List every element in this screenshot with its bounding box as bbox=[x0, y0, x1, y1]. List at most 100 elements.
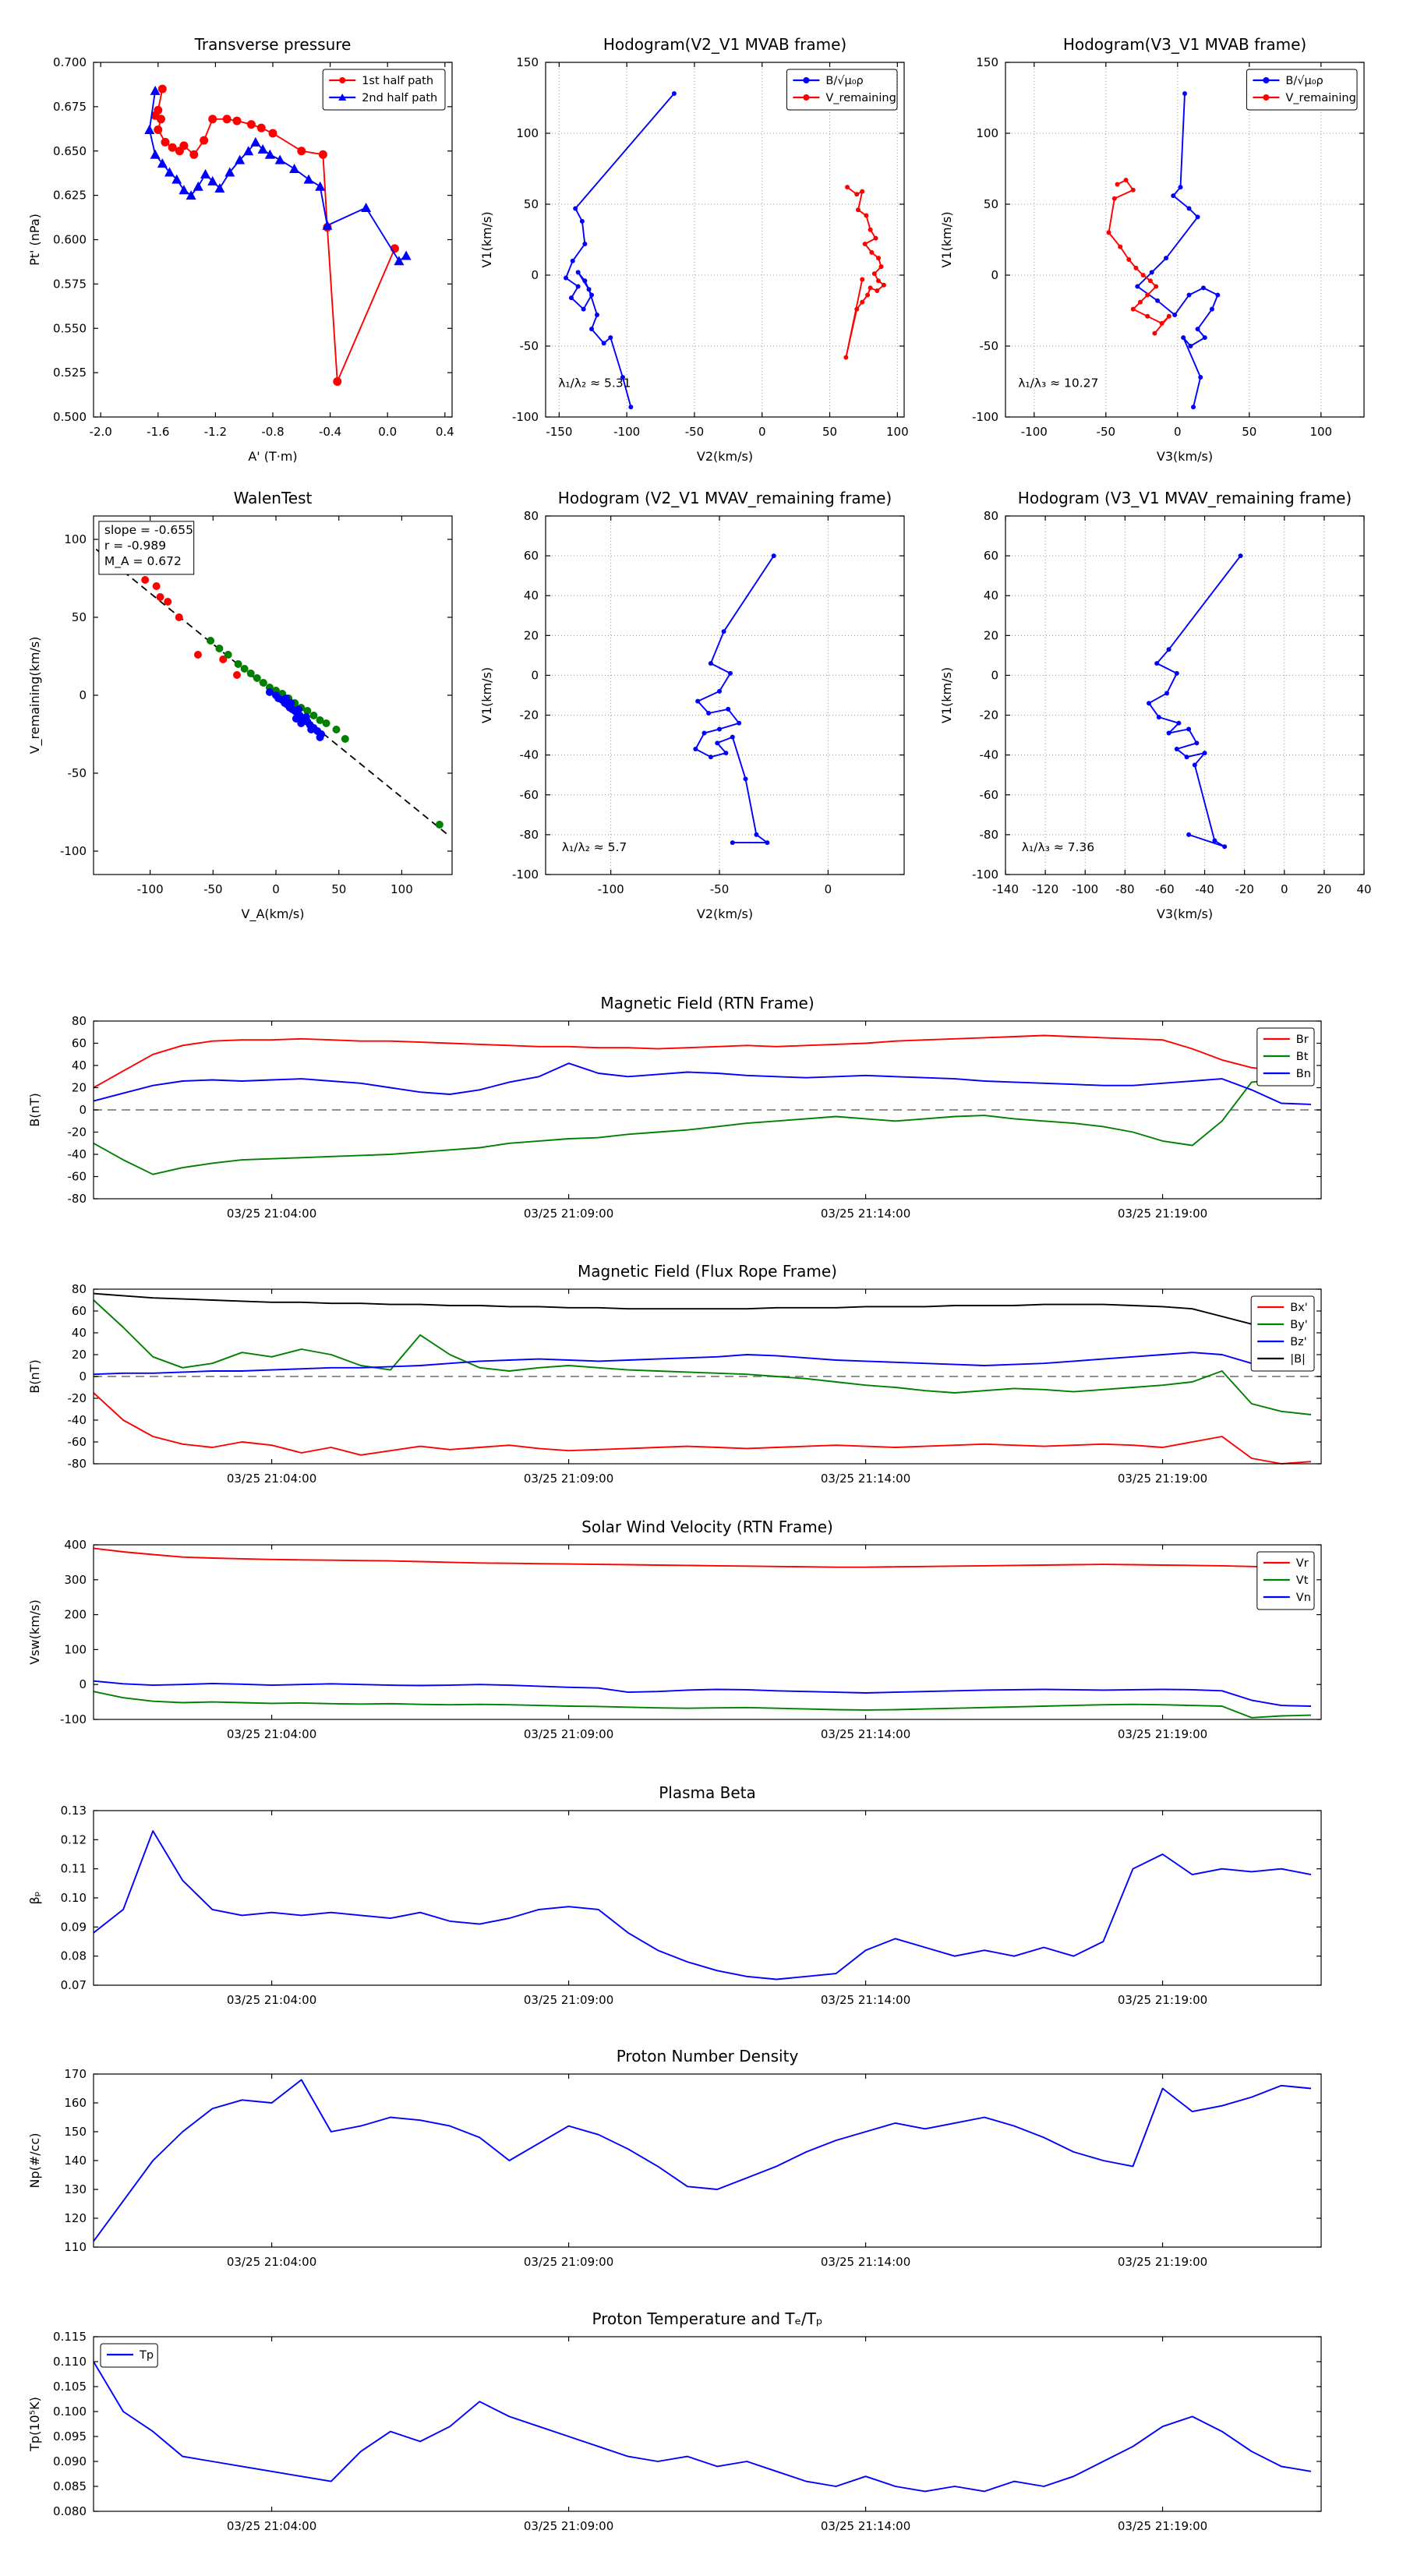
x-axis-label: A' (T·m) bbox=[248, 449, 297, 464]
y-tick-label: 80 bbox=[524, 509, 539, 523]
y-tick-label: 100 bbox=[64, 1642, 87, 1656]
chart-title: Hodogram(V2_V1 MVAB frame) bbox=[603, 35, 846, 54]
x-tick-label: 0 bbox=[758, 425, 766, 439]
axes-frame bbox=[1005, 515, 1365, 875]
chart-hodogram_v2v1_mvav: -100 -50 0 -100 -80 -60 -40 -20 0 20 40 60 80 Hodogra… bbox=[479, 489, 905, 921]
annotation-text: M_A = 0.672 bbox=[104, 554, 182, 569]
series-By-prime bbox=[93, 1299, 1312, 1415]
x-axis-label: V2(km/s) bbox=[697, 449, 753, 464]
y-tick-label: 60 bbox=[984, 549, 998, 563]
series-V-remaining-markers bbox=[1106, 178, 1172, 336]
x-tick-label: -50 bbox=[710, 882, 730, 896]
x-tick-label: 03/25 21:14:00 bbox=[821, 1207, 910, 1221]
y-tick-label: 400 bbox=[64, 1538, 87, 1552]
y-tick-label: 150 bbox=[516, 55, 539, 69]
x-tick-label: 03/25 21:04:00 bbox=[227, 1207, 316, 1221]
series-Vn bbox=[93, 1680, 1312, 1707]
y-tick-label: 0.09 bbox=[61, 1920, 87, 1934]
x-tick-label: 0 bbox=[1281, 882, 1288, 896]
axis-ticks: 03/25 21:04:00 03/25 21:09:00 03/25 21:14:… bbox=[61, 1804, 1321, 2007]
y-tick-label: 20 bbox=[524, 628, 539, 642]
x-tick-label: 03/25 21:19:00 bbox=[1118, 1207, 1207, 1221]
chart-hodogram_v3v1_mvab: -100 -50 0 50 100 -100 -50 0 50 100 150 Hodogram(V3… bbox=[939, 35, 1365, 464]
x-tick-label: 03/25 21:14:00 bbox=[821, 1993, 910, 2007]
y-tick-label: 0.525 bbox=[53, 366, 87, 380]
x-tick-label: -50 bbox=[203, 882, 223, 896]
x-axis-label: V2(km/s) bbox=[697, 906, 753, 921]
chart-title: Hodogram (V2_V1 MVAV_remaining frame) bbox=[558, 489, 892, 507]
y-tick-label: 0.500 bbox=[53, 410, 87, 424]
x-tick-label: 100 bbox=[1309, 425, 1332, 439]
y-tick-label: 0 bbox=[531, 268, 539, 282]
y-tick-label: 0.700 bbox=[53, 55, 87, 69]
chart-plasma_beta: 03/25 21:04:00 03/25 21:09:00 03/25 21:14:… bbox=[27, 1783, 1322, 2007]
y-tick-label: -80 bbox=[520, 828, 539, 842]
x-axis-label: V_A(km/s) bbox=[242, 906, 305, 922]
y-tick-label: 0.07 bbox=[61, 1978, 87, 1992]
y-axis-label: V_remaining(km/s) bbox=[27, 637, 43, 754]
y-tick-label: 0 bbox=[991, 668, 998, 682]
legend-label: Vn bbox=[1296, 1592, 1311, 1604]
axis-ticks: -100 -50 0 -100 -80 -60 -40 -20 0 20 40 60 80 bbox=[512, 509, 904, 896]
y-axis-label: V1(km/s) bbox=[479, 211, 494, 267]
x-tick-label: 03/25 21:04:00 bbox=[227, 1727, 316, 1741]
y-tick-label: 50 bbox=[524, 197, 539, 211]
legend-label: Tp bbox=[139, 2349, 154, 2362]
series-B-alfven-markers bbox=[564, 91, 677, 410]
axis-ticks: -140 -120 -100 -80 -60 -40 -20 0 20 40 -100 -80 -60 -… bbox=[972, 509, 1372, 896]
y-tick-label: -100 bbox=[512, 410, 539, 424]
series-beta-p bbox=[93, 1830, 1312, 1981]
chart-mag_rtn: 03/25 21:04:00 03/25 21:09:00 03/25 21:14:… bbox=[27, 994, 1322, 1221]
axis-ticks: 03/25 21:04:00 03/25 21:09:00 03/25 21:14:… bbox=[64, 2067, 1321, 2269]
y-tick-label: 200 bbox=[64, 1608, 87, 1622]
axis-ticks: 03/25 21:04:00 03/25 21:09:00 03/25 21:14:… bbox=[68, 1282, 1321, 1486]
y-tick-label: 40 bbox=[524, 588, 539, 602]
axis-ticks: -100 -50 0 50 100 -100 -50 0 50 100 bbox=[60, 516, 452, 896]
y-tick-label: -20 bbox=[68, 1391, 87, 1405]
legend-label: B/√μ₀ρ bbox=[825, 75, 863, 87]
x-axis-label: V3(km/s) bbox=[1157, 449, 1213, 464]
legend-label: Bt bbox=[1296, 1051, 1309, 1063]
legend-label: 2nd half path bbox=[362, 92, 437, 104]
chart-mag_fluxrope: 03/25 21:04:00 03/25 21:09:00 03/25 21:14:… bbox=[27, 1262, 1322, 1486]
x-tick-label: -100 bbox=[613, 425, 640, 439]
x-tick-label: -40 bbox=[1195, 882, 1214, 896]
y-axis-label: Pt' (nPa) bbox=[27, 214, 42, 266]
x-tick-label: 03/25 21:19:00 bbox=[1118, 1727, 1207, 1741]
x-tick-label: -100 bbox=[598, 882, 624, 896]
x-tick-label: -20 bbox=[1235, 882, 1254, 896]
y-tick-label: 0.650 bbox=[53, 144, 87, 158]
chart-title: Proton Temperature and Tₑ/Tₚ bbox=[592, 2309, 823, 2328]
y-tick-label: 60 bbox=[72, 1037, 87, 1051]
series-first-half-path-markers bbox=[150, 84, 399, 386]
y-tick-label: 0.080 bbox=[53, 2504, 87, 2518]
series-first-half-path bbox=[154, 88, 396, 383]
series-Bz-prime bbox=[93, 1352, 1312, 1376]
chart-proton_temp: 03/25 21:04:00 03/25 21:09:00 03/25 21:14:… bbox=[27, 2309, 1322, 2533]
x-tick-label: 03/25 21:04:00 bbox=[227, 2255, 316, 2269]
legend-label: Br bbox=[1296, 1034, 1309, 1046]
y-tick-label: 0.095 bbox=[53, 2429, 87, 2443]
y-axis-label: V1(km/s) bbox=[939, 667, 954, 723]
x-tick-label: 03/25 21:09:00 bbox=[524, 2255, 613, 2269]
chart-title: Hodogram (V3_V1 MVAV_remaining frame) bbox=[1018, 489, 1352, 507]
y-tick-label: 20 bbox=[984, 628, 998, 642]
y-tick-label: -100 bbox=[972, 868, 998, 882]
axes-frame bbox=[93, 1544, 1322, 1720]
series-V-hodogram-markers bbox=[1147, 553, 1243, 850]
chart-title: Proton Number Density bbox=[617, 2047, 799, 2065]
y-tick-label: 120 bbox=[64, 2211, 87, 2225]
y-tick-label: -20 bbox=[980, 708, 999, 723]
series-Vt bbox=[93, 1691, 1312, 1719]
y-tick-label: -60 bbox=[68, 1170, 87, 1184]
y-tick-label: -100 bbox=[972, 410, 998, 424]
chart-proton_density: 03/25 21:04:00 03/25 21:09:00 03/25 21:14:… bbox=[27, 2047, 1322, 2269]
y-tick-label: 0.08 bbox=[61, 1949, 87, 1963]
legend-box bbox=[1250, 1295, 1315, 1372]
y-tick-label: 0.550 bbox=[53, 321, 87, 335]
x-tick-label: -0.4 bbox=[319, 425, 341, 439]
x-tick-label: 03/25 21:14:00 bbox=[821, 2519, 910, 2533]
y-tick-label: 0.115 bbox=[53, 2330, 87, 2344]
y-tick-label: 100 bbox=[516, 126, 539, 140]
x-tick-label: 03/25 21:14:00 bbox=[821, 1472, 910, 1486]
